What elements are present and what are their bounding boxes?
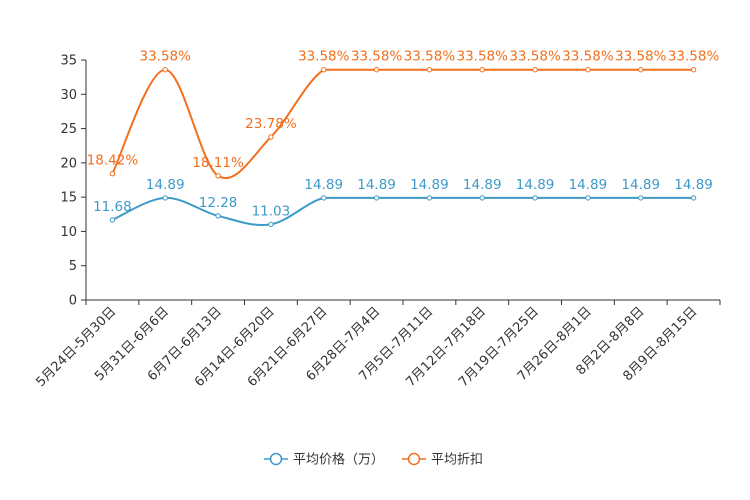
legend: 平均价格（万） 平均折扣 — [264, 452, 483, 468]
data-label: 14.89 — [410, 177, 449, 193]
data-label: 18.11% — [192, 155, 244, 171]
y-tick-label: 25 — [60, 122, 77, 137]
data-label: 14.89 — [516, 177, 555, 193]
data-label: 14.89 — [146, 177, 185, 193]
data-label: 33.58% — [668, 49, 720, 65]
data-point[interactable] — [162, 67, 168, 73]
data-point[interactable] — [585, 67, 591, 73]
legend-item[interactable]: 平均价格（万） — [264, 452, 384, 468]
series-avg-discount — [109, 67, 697, 179]
data-label: 14.89 — [674, 177, 713, 193]
y-tick-label: 15 — [60, 191, 77, 206]
data-label: 33.58% — [457, 49, 509, 65]
data-label: 11.03 — [252, 203, 291, 219]
data-label: 11.68 — [93, 199, 132, 215]
data-point[interactable] — [690, 195, 697, 201]
data-label: 33.58% — [615, 49, 667, 65]
data-point[interactable] — [268, 134, 274, 140]
y-tick-label: 5 — [69, 259, 77, 274]
data-label: 18.42% — [87, 153, 139, 169]
data-label: 33.58% — [351, 49, 403, 65]
legend-label: 平均价格（万） — [293, 452, 384, 468]
data-label: 14.89 — [463, 177, 502, 193]
data-point[interactable] — [321, 67, 327, 73]
legend-item[interactable]: 平均折扣 — [402, 453, 483, 468]
data-label: 33.58% — [562, 49, 614, 65]
series-layer — [109, 67, 697, 228]
data-point[interactable] — [162, 195, 168, 201]
data-point[interactable] — [215, 213, 221, 219]
axes: 051015202530355月24日-5月30日5月31日-6月6日6月7日-… — [33, 54, 721, 390]
data-label: 33.58% — [298, 49, 350, 65]
series-avg-price — [109, 195, 697, 228]
data-label: 33.58% — [509, 49, 561, 65]
data-label: 14.89 — [569, 177, 608, 193]
data-label: 14.89 — [357, 177, 396, 193]
y-tick-label: 35 — [60, 54, 77, 69]
y-tick-label: 20 — [60, 156, 77, 171]
y-tick-label: 10 — [60, 225, 77, 240]
data-point[interactable] — [532, 195, 538, 201]
data-point[interactable] — [109, 217, 116, 223]
data-labels-layer: 11.68 14.89 12.28 11.03 14.89 14.89 14.89 14.89… — [87, 49, 720, 220]
data-label: 33.58% — [140, 49, 192, 65]
data-point[interactable] — [109, 170, 116, 177]
data-point[interactable] — [479, 67, 485, 73]
data-label: 33.58% — [404, 49, 456, 65]
data-point[interactable] — [690, 67, 697, 73]
data-point[interactable] — [321, 195, 327, 201]
data-point[interactable] — [479, 195, 485, 201]
legend-marker-icon — [407, 452, 421, 466]
data-point[interactable] — [638, 67, 644, 73]
data-point[interactable] — [215, 173, 221, 179]
data-point[interactable] — [638, 195, 644, 201]
series-line — [112, 196, 694, 227]
y-tick-label: 30 — [60, 88, 77, 103]
legend-marker-icon — [269, 452, 283, 466]
y-tick-label: 0 — [69, 294, 77, 309]
data-point[interactable] — [426, 195, 433, 201]
data-point[interactable] — [373, 195, 380, 201]
data-label: 23.78% — [245, 116, 297, 132]
data-point[interactable] — [532, 67, 538, 73]
data-point[interactable] — [373, 67, 380, 73]
data-point[interactable] — [426, 67, 433, 73]
data-label: 14.89 — [304, 177, 343, 193]
data-label: 12.28 — [199, 195, 238, 211]
data-point[interactable] — [585, 195, 591, 201]
legend-label: 平均折扣 — [431, 453, 483, 468]
data-label: 14.89 — [621, 177, 660, 193]
data-point[interactable] — [268, 221, 274, 228]
